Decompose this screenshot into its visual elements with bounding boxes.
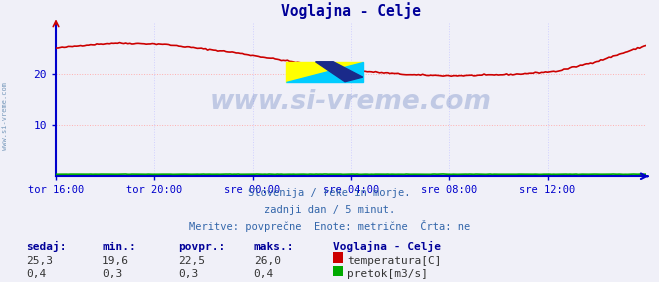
Text: povpr.:: povpr.: — [178, 242, 225, 252]
Text: 0,4: 0,4 — [254, 269, 274, 279]
Text: 19,6: 19,6 — [102, 256, 129, 266]
Text: pretok[m3/s]: pretok[m3/s] — [347, 269, 428, 279]
Text: min.:: min.: — [102, 242, 136, 252]
Text: 22,5: 22,5 — [178, 256, 205, 266]
Text: www.si-vreme.com: www.si-vreme.com — [210, 89, 492, 115]
Polygon shape — [316, 62, 362, 82]
Text: maks.:: maks.: — [254, 242, 294, 252]
Text: 0,4: 0,4 — [26, 269, 47, 279]
Text: Slovenija / reke in morje.: Slovenija / reke in morje. — [248, 188, 411, 198]
Text: 0,3: 0,3 — [102, 269, 123, 279]
Text: 26,0: 26,0 — [254, 256, 281, 266]
Text: Meritve: povprečne  Enote: metrične  Črta: ne: Meritve: povprečne Enote: metrične Črta:… — [189, 220, 470, 232]
Polygon shape — [286, 62, 362, 82]
Title: Voglajna - Celje: Voglajna - Celje — [281, 2, 421, 19]
Text: Voglajna - Celje: Voglajna - Celje — [333, 241, 441, 252]
Text: 25,3: 25,3 — [26, 256, 53, 266]
Text: zadnji dan / 5 minut.: zadnji dan / 5 minut. — [264, 205, 395, 215]
Text: temperatura[C]: temperatura[C] — [347, 256, 442, 266]
Text: 0,3: 0,3 — [178, 269, 198, 279]
Text: www.si-vreme.com: www.si-vreme.com — [2, 81, 9, 150]
Polygon shape — [286, 62, 362, 82]
Text: sedaj:: sedaj: — [26, 241, 67, 252]
